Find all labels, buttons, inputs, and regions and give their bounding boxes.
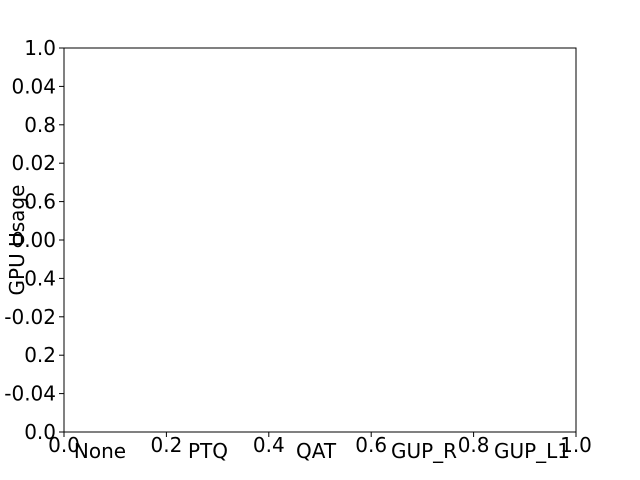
category-tick-label: QAT bbox=[296, 439, 337, 463]
overlay-x-tick-label: 0.4 bbox=[253, 433, 285, 457]
overlay-y-tick-label: 0.2 bbox=[24, 343, 56, 367]
overlay-y-tick-label: 1.0 bbox=[24, 36, 56, 60]
y-tick-label: 0.02 bbox=[11, 151, 56, 175]
y-tick-label: 0.04 bbox=[11, 74, 56, 98]
category-tick-label: GUP_L1 bbox=[494, 439, 570, 463]
y-axis-label: GPU Usage bbox=[5, 185, 29, 296]
category-tick-label: PTQ bbox=[188, 439, 228, 463]
category-tick-label: None bbox=[74, 439, 126, 463]
category-tick-label: GUP_R bbox=[391, 439, 457, 463]
overlay-x-tick-label: 0.0 bbox=[48, 433, 80, 457]
y-tick-label: 0.00 bbox=[11, 228, 56, 252]
overlay-x-tick-label: 0.2 bbox=[150, 433, 182, 457]
overlay-y-tick-label: 0.0 bbox=[24, 420, 56, 444]
overlay-axis-ticks: 0.0 0.2 0.4 0.6 0.8 1.0 0.0 0.2 0.4 0.6 0.8 1.0 bbox=[24, 36, 592, 457]
main-axis-ticks: None PTQ QAT GUP_R GUP_L1 -0.04 -0.02 0.00 0.02 0… bbox=[4, 74, 570, 463]
overlay-x-tick-label: 0.6 bbox=[355, 433, 387, 457]
y-tick-label: -0.04 bbox=[4, 382, 56, 406]
overlay-y-tick-label: 0.8 bbox=[24, 113, 56, 137]
overlay-y-tick-label: 0.6 bbox=[24, 190, 56, 214]
plot-frame bbox=[63, 47, 577, 433]
overlay-x-tick-label: 0.8 bbox=[458, 433, 490, 457]
overlay-y-tick-label: 0.4 bbox=[24, 266, 56, 290]
y-tick-label: -0.02 bbox=[4, 305, 56, 329]
overlay-x-tick-label: 1.0 bbox=[560, 433, 592, 457]
